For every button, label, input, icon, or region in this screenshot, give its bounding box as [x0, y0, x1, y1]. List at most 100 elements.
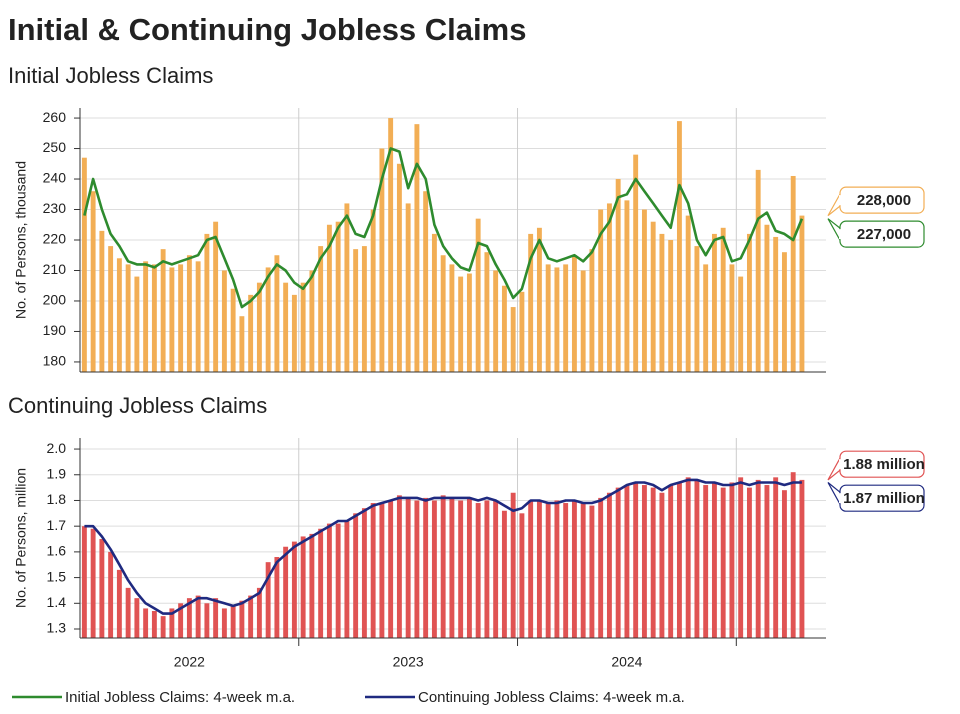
- bar: [431, 500, 437, 638]
- bar: [738, 477, 744, 638]
- bar: [143, 608, 149, 638]
- bar: [703, 485, 709, 638]
- panel-title: Initial Jobless Claims: [8, 63, 213, 88]
- bar: [606, 203, 612, 372]
- bar: [711, 482, 717, 638]
- bar: [755, 479, 761, 638]
- bar: [510, 307, 516, 372]
- panel-title: Continuing Jobless Claims: [8, 393, 267, 418]
- end-label-pointer: [827, 457, 841, 481]
- bar: [388, 118, 394, 372]
- bar: [589, 505, 595, 638]
- y-axis-label: No. of Persons, thousand: [13, 161, 29, 319]
- y-tick-label: 1.6: [47, 543, 67, 559]
- y-tick-label: 1.8: [47, 491, 67, 507]
- bar: [230, 288, 236, 372]
- bar: [230, 605, 236, 638]
- bar: [405, 203, 411, 372]
- bar: [213, 221, 219, 372]
- bar: [563, 503, 569, 638]
- bar: [536, 227, 542, 372]
- bar: [283, 546, 289, 638]
- ma-line: [84, 478, 802, 615]
- bar: [204, 233, 210, 372]
- bar: [353, 249, 359, 372]
- bar: [764, 224, 770, 372]
- bar: [711, 233, 717, 372]
- bar: [571, 255, 577, 372]
- bar: [195, 261, 201, 372]
- bar: [361, 508, 367, 638]
- bar: [519, 513, 525, 638]
- bar: [134, 276, 140, 372]
- bar: [650, 487, 656, 638]
- bar: [729, 482, 735, 638]
- bar: [650, 221, 656, 372]
- bar: [484, 252, 490, 372]
- bar: [283, 282, 289, 372]
- y-tick-label: 260: [43, 109, 67, 125]
- bar: [781, 252, 787, 372]
- x-tick-label: 2023: [393, 654, 424, 670]
- y-tick-label: 220: [43, 231, 67, 247]
- bar: [213, 598, 219, 638]
- y-tick-label: 250: [43, 139, 67, 155]
- y-tick-label: 180: [43, 353, 67, 369]
- bar: [414, 124, 420, 372]
- bar: [423, 497, 429, 638]
- bar: [589, 249, 595, 372]
- bar: [151, 611, 157, 638]
- bar: [186, 255, 192, 372]
- bar: [773, 236, 779, 372]
- bar: [90, 191, 96, 372]
- bar: [353, 513, 359, 638]
- bar: [641, 209, 647, 372]
- bar: [318, 246, 324, 372]
- bar: [239, 600, 245, 638]
- bar: [799, 215, 805, 372]
- bar: [178, 264, 184, 372]
- bar: [248, 595, 254, 638]
- bar: [571, 500, 577, 638]
- bar: [580, 503, 586, 638]
- y-tick-label: 210: [43, 261, 67, 277]
- bar: [256, 282, 262, 372]
- bar: [738, 276, 744, 372]
- bar: [685, 477, 691, 638]
- bar: [344, 521, 350, 638]
- bar: [554, 267, 560, 372]
- bar: [134, 598, 140, 638]
- bar: [81, 526, 87, 638]
- y-tick-label: 1.5: [47, 568, 67, 584]
- bar: [396, 163, 402, 372]
- ma-line: [83, 147, 804, 309]
- bar: [265, 562, 271, 638]
- bar: [624, 485, 630, 638]
- y-tick-label: 1.7: [47, 517, 67, 533]
- bar: [676, 482, 682, 638]
- bar: [160, 616, 166, 638]
- end-label: 1.87 million: [843, 490, 925, 507]
- end-label: 1.88 million: [843, 456, 925, 473]
- bar: [344, 203, 350, 372]
- bar: [598, 209, 604, 372]
- bar: [790, 472, 796, 638]
- bar: [370, 209, 376, 372]
- bar: [151, 264, 157, 372]
- y-tick-label: 1.3: [47, 620, 67, 636]
- bar: [256, 587, 262, 638]
- x-tick-label: 2022: [174, 654, 205, 670]
- bar: [370, 503, 376, 638]
- bar: [668, 485, 674, 638]
- bar: [501, 510, 507, 638]
- bar: [668, 240, 674, 372]
- bar: [790, 175, 796, 372]
- bar: [606, 492, 612, 638]
- bar: [81, 157, 87, 372]
- bar: [694, 479, 700, 638]
- bar: [563, 264, 569, 372]
- bar: [598, 497, 604, 638]
- bar: [501, 285, 507, 372]
- bar: [440, 495, 446, 638]
- y-tick-label: 1.9: [47, 465, 67, 481]
